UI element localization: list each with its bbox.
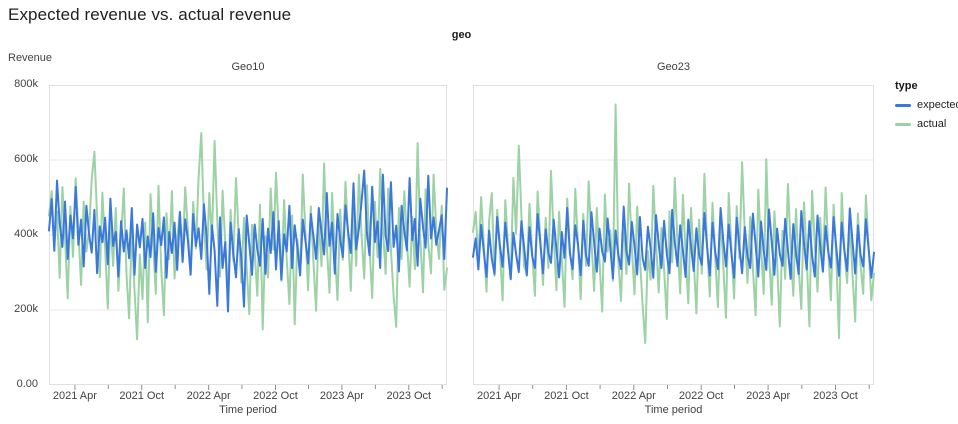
- legend-item-actual: actual: [895, 118, 958, 130]
- x-tick-label: 2021 Oct: [119, 390, 165, 402]
- expected-line: [48, 169, 448, 313]
- expected-line-swatch: [895, 103, 911, 107]
- legend-label: expected: [917, 99, 958, 111]
- y-tick-label: 400k: [14, 228, 38, 240]
- legend: type expected actual: [895, 80, 958, 137]
- facet-plot-area: [472, 85, 875, 390]
- x-axis-tick-labels: 2021 Apr 2021 Oct 2022 Apr 2022 Oct 2023 Apr…: [473, 390, 874, 404]
- x-tick-label: 2023 Oct: [813, 390, 858, 402]
- x-tick-label: 2022 Apr: [611, 390, 656, 402]
- facet-title: Geo23: [656, 61, 691, 73]
- chart-title: Expected revenue vs. actual revenue: [8, 5, 292, 24]
- expected-line: [472, 205, 875, 281]
- x-tick-label: 2021 Apr: [477, 390, 522, 402]
- legend-label: actual: [917, 118, 947, 130]
- x-tick-label: 2022 Oct: [678, 390, 724, 402]
- actual-line-swatch: [895, 122, 911, 126]
- y-axis-title: Revenue: [8, 52, 53, 64]
- x-tick-label: 2022 Oct: [253, 390, 298, 402]
- x-tick-label: 2023 Apr: [746, 390, 791, 402]
- actual-line: [48, 132, 448, 341]
- facet-geo23: Geo23 2021 Apr 2021 Oct 2022 Apr 2022 Oct 20…: [472, 0, 875, 424]
- legend-item-expected: expected: [895, 99, 958, 111]
- x-tick-label: 2021 Apr: [52, 390, 97, 402]
- facet-field-label: geo: [451, 29, 472, 41]
- facet-geo10: Geo10 2021 Apr 2021 Oct 2022 Apr 2022 Oct 20…: [48, 0, 448, 424]
- x-tick-label: 2023 Oct: [386, 390, 432, 402]
- y-tick-label: 200k: [14, 303, 38, 315]
- x-axis-tick-labels: 2021 Apr 2021 Oct 2022 Apr 2022 Oct 2023 Apr…: [49, 390, 447, 404]
- x-axis-title: Time period: [219, 404, 277, 416]
- y-axis-tick-labels: 800k 600k 400k 200k 0.00: [0, 78, 38, 390]
- plot-border: [49, 85, 447, 385]
- y-tick-label: 0.00: [16, 378, 38, 390]
- x-axis-title: Time period: [644, 404, 703, 416]
- legend-title: type: [895, 80, 918, 92]
- facet-plot-area: [48, 85, 448, 390]
- facet-title: Geo10: [231, 61, 265, 73]
- x-tick-label: 2021 Oct: [544, 390, 589, 402]
- plot-border: [473, 85, 874, 385]
- x-tick-label: 2023 Apr: [319, 390, 364, 402]
- x-tick-label: 2022 Apr: [186, 390, 231, 402]
- y-tick-label: 800k: [14, 78, 38, 90]
- y-tick-label: 600k: [14, 153, 38, 165]
